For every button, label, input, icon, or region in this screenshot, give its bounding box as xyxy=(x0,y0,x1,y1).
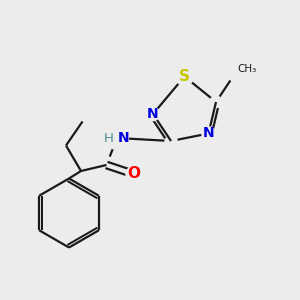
Circle shape xyxy=(126,167,141,182)
Text: O: O xyxy=(127,167,140,182)
Text: S: S xyxy=(179,69,190,84)
Circle shape xyxy=(176,68,194,85)
Circle shape xyxy=(202,127,215,140)
Circle shape xyxy=(146,107,160,121)
Text: N: N xyxy=(203,127,214,140)
Text: H: H xyxy=(103,131,113,145)
Circle shape xyxy=(106,127,128,149)
Text: N: N xyxy=(147,107,159,121)
Text: N: N xyxy=(118,131,129,145)
Text: CH₃: CH₃ xyxy=(237,64,256,74)
